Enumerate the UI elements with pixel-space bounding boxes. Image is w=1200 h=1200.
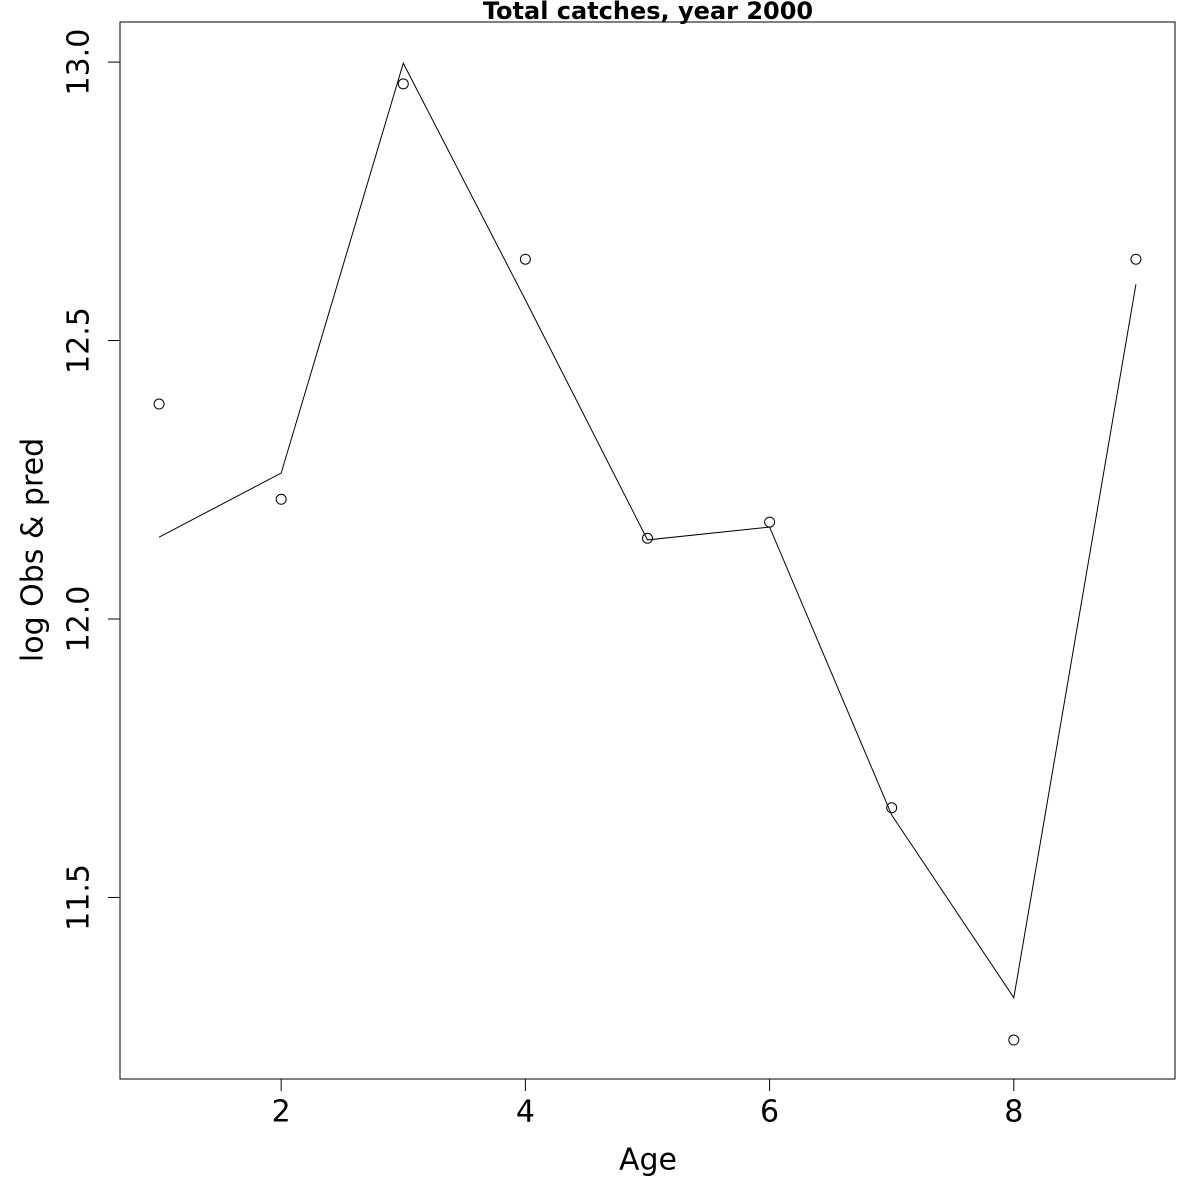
predicted-line [158,61,1137,1000]
chart-title: Total catches, year 2000 [483,0,813,25]
observed-point [153,398,165,410]
observed-point [275,493,287,505]
x-tick-label: 2 [272,1095,291,1130]
observed-point [886,802,898,814]
y-tick-label: 13.0 [62,29,97,96]
observed-point [519,253,531,265]
plot-frame [119,21,1176,1080]
observed-point [1130,253,1142,265]
observed-point [1008,1034,1020,1046]
x-tick-label: 4 [516,1095,535,1130]
observed-point [397,78,409,90]
x-tick-label: 6 [760,1095,779,1130]
y-tick-label: 12.0 [62,586,97,653]
x-tick-label: 8 [1004,1095,1023,1130]
observed-point [642,532,653,544]
x-axis-label: Age [619,1143,677,1178]
observed-point [764,516,776,528]
y-tick-label: 12.5 [62,307,97,374]
y-tick-label: 11.5 [62,864,97,931]
y-axis-label: log Obs & pred [16,438,51,662]
